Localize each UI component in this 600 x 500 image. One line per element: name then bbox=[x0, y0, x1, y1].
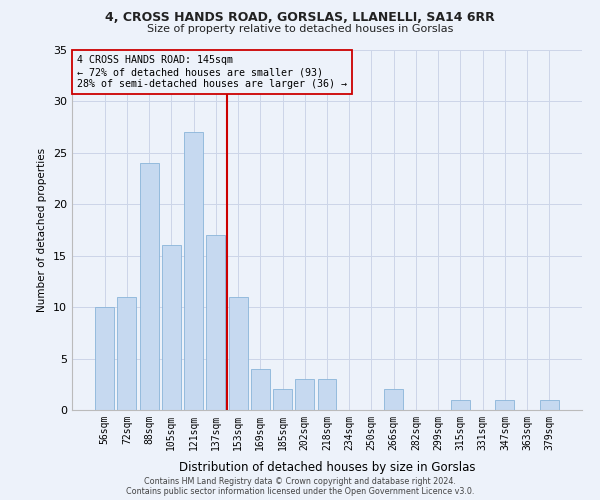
X-axis label: Distribution of detached houses by size in Gorslas: Distribution of detached houses by size … bbox=[179, 461, 475, 474]
Text: Size of property relative to detached houses in Gorslas: Size of property relative to detached ho… bbox=[147, 24, 453, 34]
Bar bbox=[162, 246, 181, 410]
Bar bbox=[206, 235, 225, 410]
Bar bbox=[273, 390, 292, 410]
Bar bbox=[295, 379, 314, 410]
Bar bbox=[229, 297, 248, 410]
Bar bbox=[496, 400, 514, 410]
Bar bbox=[140, 163, 158, 410]
Bar bbox=[540, 400, 559, 410]
Bar bbox=[384, 390, 403, 410]
Bar bbox=[184, 132, 203, 410]
Text: 4 CROSS HANDS ROAD: 145sqm
← 72% of detached houses are smaller (93)
28% of semi: 4 CROSS HANDS ROAD: 145sqm ← 72% of deta… bbox=[77, 56, 347, 88]
Bar bbox=[251, 369, 270, 410]
Y-axis label: Number of detached properties: Number of detached properties bbox=[37, 148, 47, 312]
Bar bbox=[95, 307, 114, 410]
Text: 4, CROSS HANDS ROAD, GORSLAS, LLANELLI, SA14 6RR: 4, CROSS HANDS ROAD, GORSLAS, LLANELLI, … bbox=[105, 11, 495, 24]
Bar bbox=[451, 400, 470, 410]
Text: Contains HM Land Registry data © Crown copyright and database right 2024.
Contai: Contains HM Land Registry data © Crown c… bbox=[126, 476, 474, 496]
Bar bbox=[317, 379, 337, 410]
Bar bbox=[118, 297, 136, 410]
